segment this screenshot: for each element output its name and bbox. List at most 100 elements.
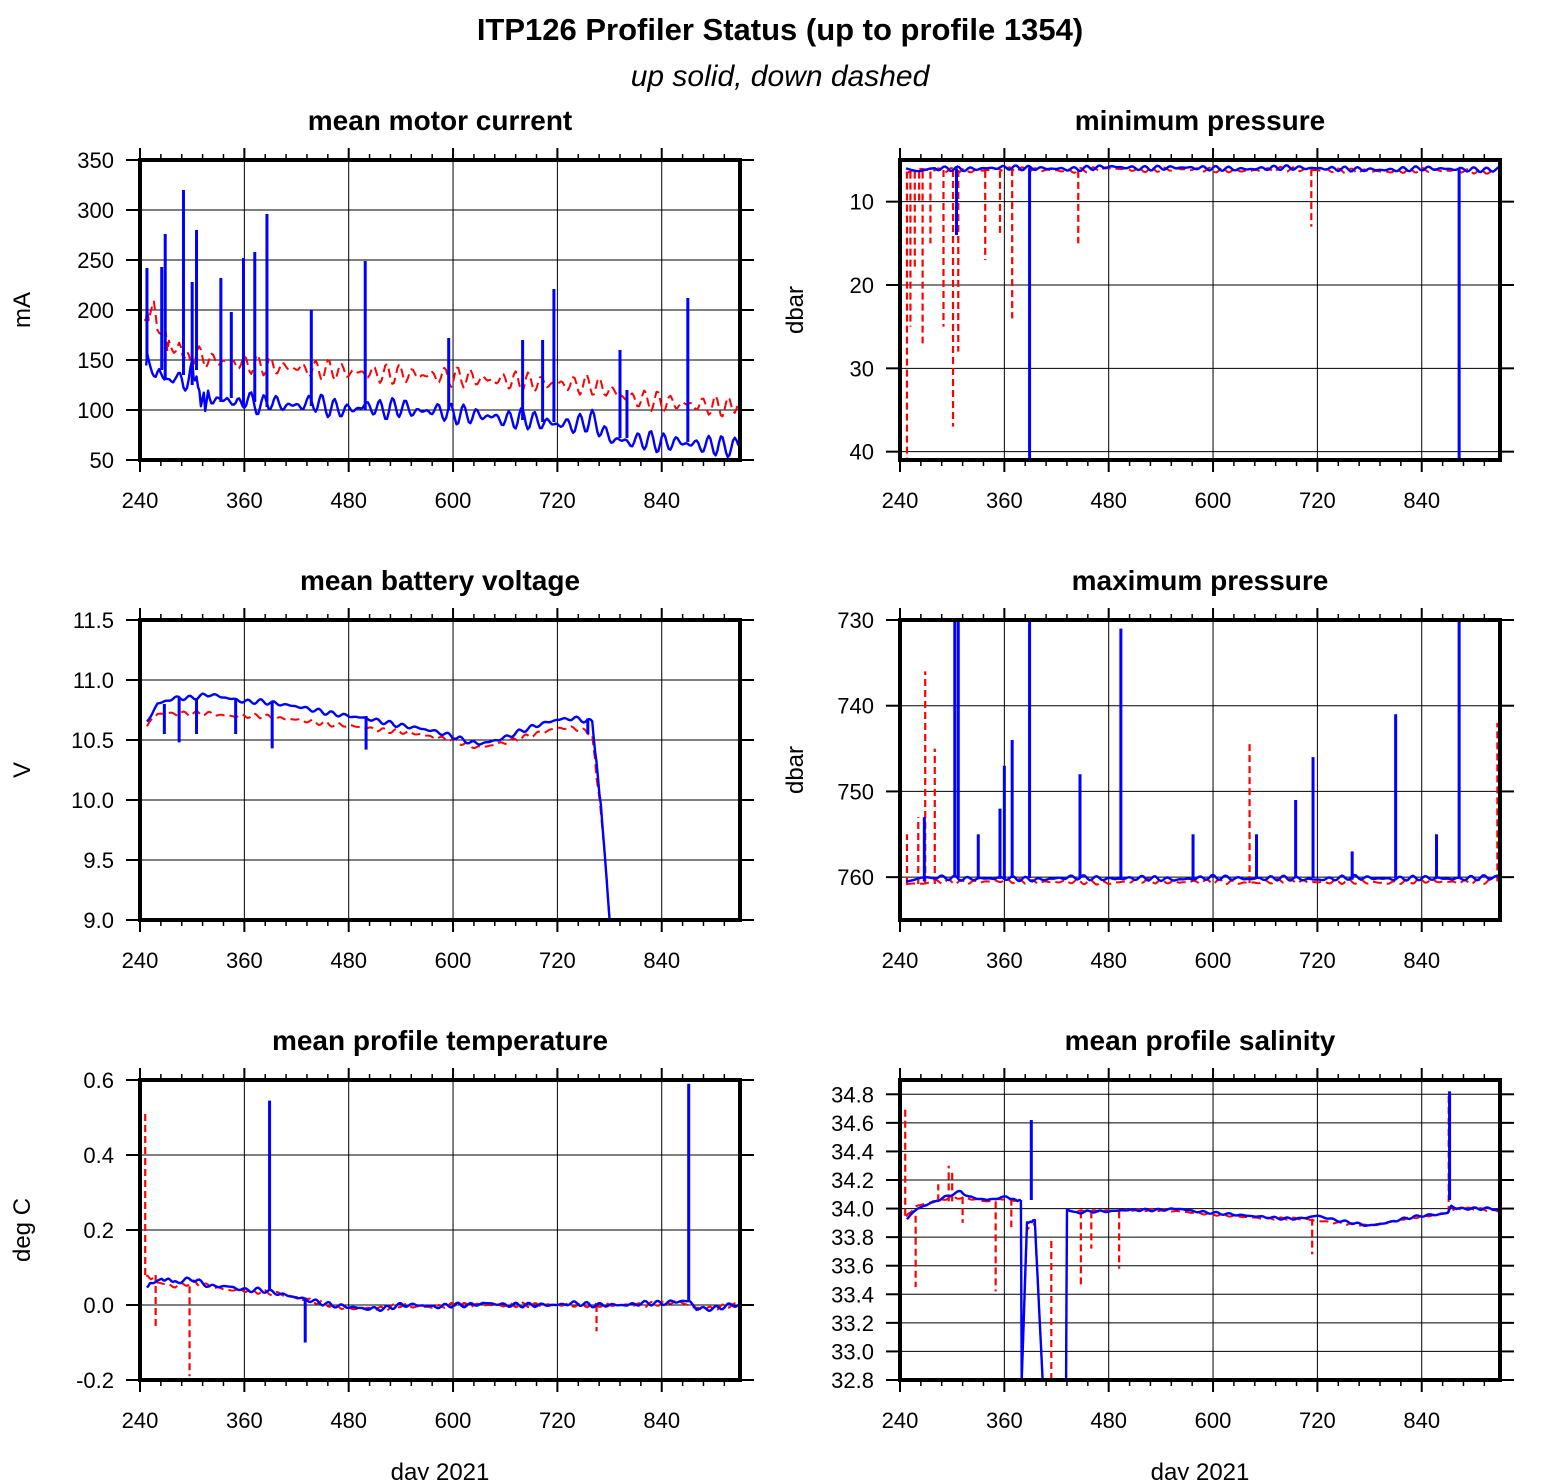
y-tick-label: 350 xyxy=(77,148,114,173)
down-series-line xyxy=(146,710,611,920)
x-tick-label: 480 xyxy=(330,948,367,973)
figure-title: ITP126 Profiler Status (up to profile 13… xyxy=(476,12,1084,47)
chart-sal: mean profile salinity 240 360 480 600 720 840 3… xyxy=(831,1025,1514,1480)
chart-title: minimum pressure xyxy=(1075,105,1326,136)
chart-title: maximum pressure xyxy=(1072,565,1329,596)
y-tick-label: 40 xyxy=(850,440,874,465)
down-series-line xyxy=(905,877,1493,886)
up-series-line xyxy=(905,164,1500,174)
up-series-line xyxy=(146,692,611,920)
x-tick-label: 360 xyxy=(986,948,1023,973)
y-tick-label: 33.2 xyxy=(831,1311,874,1336)
y-tick-label: 33.4 xyxy=(831,1282,874,1307)
x-tick-label: 240 xyxy=(882,488,919,513)
y-tick-label: 10.0 xyxy=(71,788,114,813)
y-tick-label: 750 xyxy=(837,779,874,804)
x-tick-label: 600 xyxy=(435,948,472,973)
x-tick-label: 480 xyxy=(1090,1408,1127,1433)
x-tick-label: 840 xyxy=(1403,1408,1440,1433)
plot-frame xyxy=(138,158,742,462)
plot-frame xyxy=(138,1078,742,1382)
chart-title: mean battery voltage xyxy=(300,565,580,596)
y-tick-label: 34.8 xyxy=(831,1082,874,1107)
x-tick-label: 240 xyxy=(122,1408,159,1433)
y-tick-label: 300 xyxy=(77,198,114,223)
x-tick-label: 720 xyxy=(539,948,576,973)
chart-maxp: maximum pressure 240 360 480 600 720 840 730 740… xyxy=(782,565,1514,973)
y-tick-label: 11.5 xyxy=(73,608,114,633)
y-tick-label: 0.4 xyxy=(83,1143,114,1168)
y-tick-label: 34.0 xyxy=(831,1197,874,1222)
up-series-line xyxy=(1019,1199,1047,1380)
y-tick-label: -0.2 xyxy=(76,1368,114,1393)
x-tick-label: 240 xyxy=(122,488,159,513)
plot-area xyxy=(144,1083,740,1377)
y-axis-label: V xyxy=(9,762,36,778)
y-tick-label: 740 xyxy=(837,694,874,719)
y-tick-label: 200 xyxy=(77,298,114,323)
x-tick-label: 720 xyxy=(539,488,576,513)
y-axis-label: deg C xyxy=(9,1198,36,1262)
x-tick-label: 600 xyxy=(1195,488,1232,513)
y-tick-label: 730 xyxy=(837,608,874,633)
y-tick-label: 10 xyxy=(850,190,874,215)
x-tick-label: 600 xyxy=(435,488,472,513)
figure-subtitle: up solid, down dashed xyxy=(630,60,930,93)
up-series-line xyxy=(906,1189,1022,1221)
x-tick-label: 600 xyxy=(1195,948,1232,973)
y-tick-label: 34.2 xyxy=(831,1168,874,1193)
down-series-line xyxy=(143,300,740,418)
y-tick-label: 760 xyxy=(837,865,874,890)
up-series-line xyxy=(144,353,740,459)
up-series-line xyxy=(1064,1204,1500,1380)
y-axis-label: mA xyxy=(9,292,36,328)
x-tick-label: 840 xyxy=(1403,488,1440,513)
plot-area xyxy=(905,164,1500,460)
y-axis-label: dbar xyxy=(782,286,809,334)
x-axis-label: day 2021 xyxy=(391,1459,490,1480)
chart-temp: mean profile temperature 240 360 480 600 720 8… xyxy=(9,1025,754,1480)
y-tick-label: 9.0 xyxy=(83,908,114,933)
y-tick-label: 0.6 xyxy=(83,1068,114,1093)
plot-frame xyxy=(898,1078,1502,1382)
plot-frame xyxy=(898,618,1502,922)
y-tick-label: 20 xyxy=(850,273,874,298)
x-tick-label: 360 xyxy=(986,488,1023,513)
x-tick-label: 840 xyxy=(643,1408,680,1433)
y-tick-label: 250 xyxy=(77,248,114,273)
up-series-line xyxy=(146,1276,740,1313)
y-tick-label: 33.8 xyxy=(831,1225,874,1250)
x-tick-label: 240 xyxy=(882,948,919,973)
y-tick-label: 30 xyxy=(850,356,874,381)
y-tick-label: 33.6 xyxy=(831,1254,874,1279)
x-tick-label: 600 xyxy=(1195,1408,1232,1433)
plot-frame xyxy=(138,618,742,922)
x-tick-label: 720 xyxy=(539,1408,576,1433)
y-axis-label: dbar xyxy=(782,746,809,794)
x-tick-label: 480 xyxy=(1090,488,1127,513)
y-tick-label: 32.8 xyxy=(831,1368,874,1393)
chart-title: mean motor current xyxy=(308,105,573,136)
y-tick-label: 9.5 xyxy=(83,848,114,873)
y-tick-label: 0.0 xyxy=(83,1293,114,1318)
chart-title: mean profile temperature xyxy=(272,1025,608,1056)
y-tick-label: 150 xyxy=(77,348,114,373)
x-axis-label: day 2021 xyxy=(1151,1459,1250,1480)
y-tick-label: 100 xyxy=(77,398,114,423)
y-tick-label: 50 xyxy=(90,448,114,473)
y-tick-label: 33.0 xyxy=(831,1339,874,1364)
x-tick-label: 840 xyxy=(1403,948,1440,973)
x-tick-label: 840 xyxy=(643,948,680,973)
x-tick-label: 360 xyxy=(226,488,263,513)
x-tick-label: 360 xyxy=(226,1408,263,1433)
x-tick-label: 600 xyxy=(435,1408,472,1433)
chart-minp: minimum pressure 240 360 480 600 720 840 10 20 30… xyxy=(782,105,1514,513)
y-tick-label: 34.6 xyxy=(831,1111,874,1136)
x-tick-label: 360 xyxy=(226,948,263,973)
x-tick-label: 840 xyxy=(643,488,680,513)
chart-motor: mean motor current 240 360 480 600 720 840 50 10… xyxy=(9,105,754,513)
x-tick-label: 720 xyxy=(1299,1408,1336,1433)
y-tick-label: 0.2 xyxy=(83,1218,114,1243)
